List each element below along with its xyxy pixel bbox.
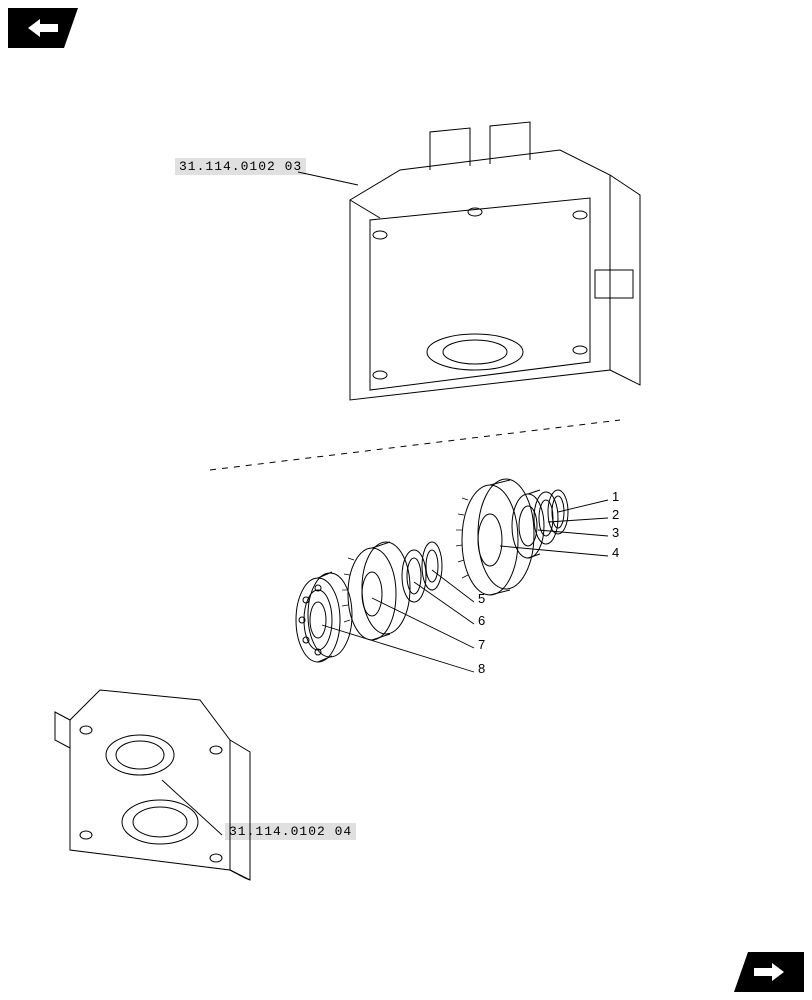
spacer-6 (402, 550, 426, 602)
ball-bearing-8 (296, 572, 352, 662)
next-arrow-icon (752, 961, 786, 983)
item-label-1: 1 (612, 489, 619, 504)
upper-housing (350, 122, 640, 400)
gear-small-7 (342, 542, 410, 640)
bearing-3 (512, 490, 544, 558)
item-label-4: 4 (612, 545, 619, 560)
item-label-3: 3 (612, 525, 619, 540)
snap-ring-1 (548, 490, 568, 534)
item-label-8: 8 (478, 661, 485, 676)
prev-arrow-icon (26, 17, 60, 39)
item-label-2: 2 (612, 507, 619, 522)
item-label-6: 6 (478, 613, 485, 628)
snap-ring-5 (422, 542, 442, 590)
next-page-badge[interactable] (734, 952, 804, 992)
spacer-2 (534, 492, 558, 544)
item-label-5: 5 (478, 591, 485, 606)
prev-page-badge[interactable] (8, 8, 78, 48)
gear-large-4 (456, 479, 534, 595)
assembly-ref-lower: 31.114.0102 04 (225, 823, 356, 840)
assembly-ref-upper: 31.114.0102 03 (175, 158, 306, 175)
lower-cover (55, 690, 250, 880)
item-label-7: 7 (478, 637, 485, 652)
exploded-diagram (0, 0, 812, 1000)
